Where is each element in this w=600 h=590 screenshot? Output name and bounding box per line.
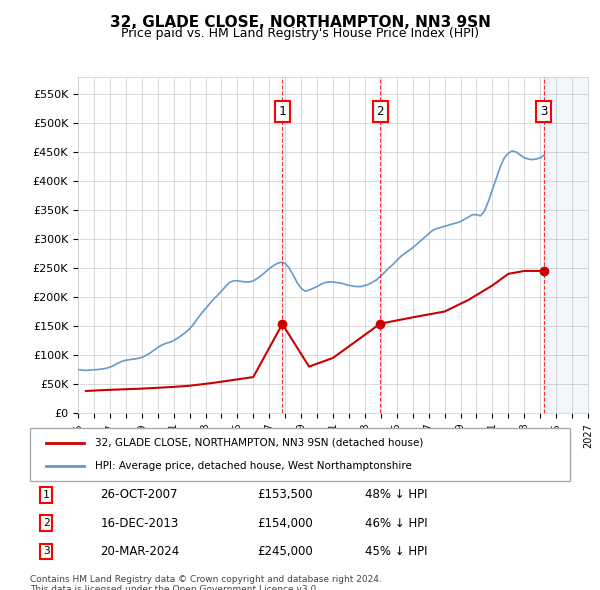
Text: Contains HM Land Registry data © Crown copyright and database right 2024.: Contains HM Land Registry data © Crown c… (30, 575, 382, 584)
Text: 32, GLADE CLOSE, NORTHAMPTON, NN3 9SN: 32, GLADE CLOSE, NORTHAMPTON, NN3 9SN (110, 15, 490, 30)
Text: £154,000: £154,000 (257, 517, 313, 530)
Text: HPI: Average price, detached house, West Northamptonshire: HPI: Average price, detached house, West… (95, 461, 412, 471)
Text: 32, GLADE CLOSE, NORTHAMPTON, NN3 9SN (detached house): 32, GLADE CLOSE, NORTHAMPTON, NN3 9SN (d… (95, 438, 423, 448)
Bar (278, 77, 287, 413)
Text: Price paid vs. HM Land Registry's House Price Index (HPI): Price paid vs. HM Land Registry's House … (121, 27, 479, 40)
Text: 3: 3 (43, 546, 50, 556)
Text: £153,500: £153,500 (257, 489, 313, 502)
Text: 48% ↓ HPI: 48% ↓ HPI (365, 489, 427, 502)
Text: 2: 2 (43, 518, 50, 528)
Text: £245,000: £245,000 (257, 545, 313, 558)
FancyBboxPatch shape (30, 428, 570, 481)
Text: 46% ↓ HPI: 46% ↓ HPI (365, 517, 427, 530)
Bar (376, 77, 385, 413)
Bar (544, 77, 588, 413)
Text: 2: 2 (376, 105, 384, 118)
Bar (539, 77, 548, 413)
Text: 1: 1 (43, 490, 50, 500)
Text: 1: 1 (278, 105, 286, 118)
Text: This data is licensed under the Open Government Licence v3.0.: This data is licensed under the Open Gov… (30, 585, 319, 590)
Text: 20-MAR-2024: 20-MAR-2024 (100, 545, 179, 558)
Text: 45% ↓ HPI: 45% ↓ HPI (365, 545, 427, 558)
Text: 16-DEC-2013: 16-DEC-2013 (100, 517, 178, 530)
Text: 3: 3 (540, 105, 547, 118)
Text: 26-OCT-2007: 26-OCT-2007 (100, 489, 178, 502)
